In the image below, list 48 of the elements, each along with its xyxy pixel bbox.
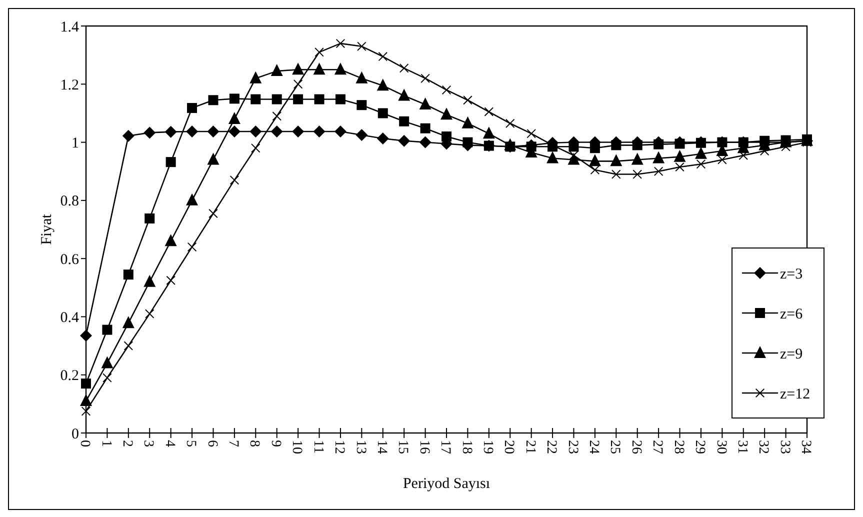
legend-label: z=12 (780, 386, 810, 402)
x-tick-label: 14 (374, 440, 389, 454)
x-tick-label: 13 (352, 440, 368, 454)
x-tick-label: 8 (246, 440, 262, 447)
legend-label: z=9 (780, 346, 803, 362)
x-tick-label: 7 (226, 440, 241, 447)
y-tick-label: 0.2 (60, 368, 79, 384)
x-tick-label: 33 (776, 440, 792, 454)
x-tick-label: 29 (692, 440, 708, 454)
x-tick-label: 16 (416, 440, 432, 454)
x-tick-label: 11 (310, 440, 326, 454)
x-tick-label: 0 (77, 440, 92, 447)
x-axis-title: Periyod Sayısı (402, 476, 490, 492)
x-tick-label: 22 (544, 440, 559, 454)
x-tick-label: 9 (268, 440, 283, 447)
x-tick-label: 21 (522, 440, 538, 454)
y-tick-label: 1.4 (60, 19, 80, 36)
legend-label: z=3 (780, 266, 803, 282)
y-tick-label: 1 (72, 136, 79, 152)
x-tick-label: 19 (480, 440, 496, 454)
x-tick-label: 10 (289, 440, 304, 454)
legend-label: z=6 (780, 306, 804, 322)
x-tick-label: 15 (395, 440, 410, 454)
x-tick-label: 27 (650, 440, 665, 454)
x-tick-label: 24 (586, 440, 602, 454)
y-tick-label: 0.8 (60, 194, 79, 210)
x-tick-label: 4 (162, 440, 177, 447)
y-tick-label: 0.4 (60, 310, 80, 326)
x-tick-label: 25 (607, 440, 622, 454)
x-tick-label: 30 (713, 440, 728, 454)
x-tick-label: 1 (98, 440, 114, 447)
y-tick-label: 1.2 (60, 77, 79, 94)
y-tick-label: 0.6 (60, 252, 80, 268)
x-tick-label: 17 (438, 440, 453, 454)
x-tick-label: 28 (670, 440, 686, 454)
y-axis-title: Fiyat (39, 213, 55, 245)
x-tick-label: 2 (120, 440, 135, 447)
x-tick-label: 34 (798, 440, 814, 454)
x-tick-label: 6 (204, 440, 220, 447)
x-tick-label: 18 (458, 440, 474, 454)
x-tick-label: 5 (183, 440, 198, 447)
x-tick-label: 26 (628, 440, 644, 454)
x-tick-label: 23 (564, 440, 580, 454)
x-tick-label: 20 (501, 440, 516, 454)
x-tick-label: 31 (734, 440, 750, 454)
x-tick-label: 12 (332, 440, 347, 454)
x-tick-label: 3 (140, 440, 156, 447)
x-tick-label: 32 (756, 440, 771, 454)
